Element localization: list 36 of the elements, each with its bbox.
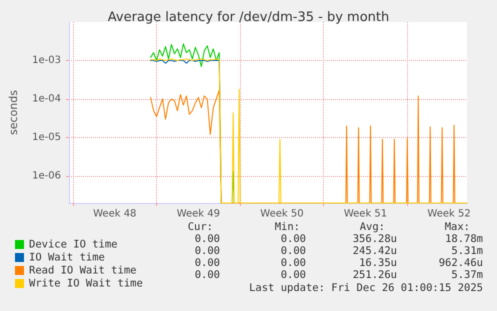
- x-tick-label: Week 51: [344, 208, 388, 220]
- text: 5.31m: [451, 245, 483, 257]
- text: 0.00: [280, 245, 306, 257]
- x-tick-label: Week 49: [176, 208, 220, 220]
- text: 0.00: [280, 269, 306, 281]
- text: 18.78m: [445, 233, 483, 245]
- text: Cur:: [188, 221, 213, 233]
- y-tick-label: 1e-03: [32, 55, 61, 66]
- text: Avg:: [360, 221, 385, 233]
- x-tick-label: Week 48: [93, 208, 136, 220]
- legend-label: Write IO Wait time: [29, 278, 143, 290]
- text: Max:: [444, 221, 470, 233]
- text: 245.42u: [352, 245, 397, 257]
- text: 16.35u: [359, 257, 397, 269]
- text: 5.37m: [451, 269, 483, 281]
- text: 251.26u: [352, 269, 397, 281]
- text: 0.00: [194, 257, 220, 269]
- legend-label: IO Wait time: [29, 252, 105, 264]
- y-tick-label: 1e-06: [32, 170, 61, 182]
- x-tick-label: Week 50: [260, 208, 304, 220]
- text: 0.00: [280, 257, 306, 269]
- text: 0.00: [194, 245, 220, 257]
- text: Last update: Fri Dec 26 01:00:15 2025: [249, 282, 483, 294]
- text: 962.46u: [438, 257, 483, 269]
- text: 356.28u: [352, 233, 397, 245]
- legend-label: Read IO Wait time: [29, 264, 136, 276]
- text: 0.00: [194, 233, 220, 245]
- x-tick-label: Week 52: [427, 208, 471, 220]
- legend-label: Device IO time: [29, 238, 118, 250]
- y-tick-label: 1e-04: [32, 94, 61, 105]
- text: Min:: [274, 221, 300, 233]
- chart-title: Average latency for /dev/dm-35 - by month: [108, 10, 390, 25]
- y-tick-label: 1e-05: [32, 132, 61, 144]
- text: 0.00: [280, 233, 306, 245]
- y-axis-title: seconds: [7, 90, 20, 135]
- text: 0.00: [194, 269, 220, 281]
